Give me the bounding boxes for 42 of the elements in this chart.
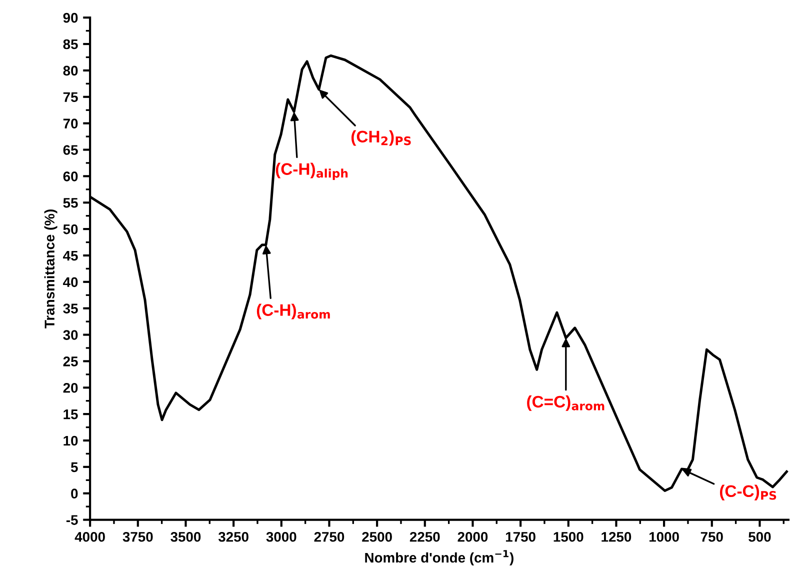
annotation: (C-H)$_{arom}$ [256, 304, 330, 320]
y-tick-label: 35 [63, 304, 78, 314]
x-tick-label: 500 [748, 532, 771, 542]
y-tick-label: 75 [63, 92, 78, 102]
y-axis-title: Transmittance (%) [44, 210, 58, 328]
y-tick-label: 45 [63, 250, 78, 261]
x-axis-title: Nombre d'onde (cm$^{−1}$) [365, 550, 514, 566]
x-tick-label: 2500 [362, 532, 392, 542]
annotation: (C-H)$_{aliph}$ [276, 162, 348, 180]
y-tick-label: 50 [63, 224, 78, 234]
x-tick-label: 2250 [410, 532, 440, 542]
x-tick-label: 1750 [506, 532, 536, 542]
y-tick-label: 55 [63, 198, 78, 208]
annotation: (CH$_{2}$)$_{PS}$ [351, 130, 411, 146]
y-tick-label: 85 [63, 39, 78, 50]
x-tick-label: 1500 [554, 532, 584, 542]
y-tick-label: 20 [63, 382, 78, 393]
x-tick-label: 4000 [74, 532, 105, 542]
x-tick-label: 3750 [122, 532, 153, 542]
x-tick-label: 1000 [649, 532, 679, 542]
x-tick-label: 2750 [314, 532, 344, 542]
x-tick-label: 3500 [170, 532, 201, 542]
y-tick-label: 65 [63, 145, 78, 155]
annotation: (C-C)$_{PS}$ [720, 484, 776, 500]
x-tick-label: 2000 [458, 532, 488, 542]
y-tick-label: 10 [64, 436, 78, 446]
y-tick-label: 60 [63, 172, 78, 182]
x-tick-label: 750 [700, 532, 723, 542]
y-tick-label: 90 [63, 12, 78, 23]
x-tick-label: 3250 [218, 532, 248, 542]
x-tick-label: 3000 [266, 532, 296, 542]
y-tick-label: 40 [63, 277, 78, 288]
y-tick-label: 0 [71, 488, 78, 499]
y-tick-label: 15 [64, 410, 78, 420]
y-tick-label: 30 [63, 330, 78, 340]
y-tick-label: 25 [63, 356, 78, 366]
y-tick-label: 5 [70, 462, 78, 472]
y-tick-label: 80 [63, 66, 78, 76]
y-tick-label: 70 [63, 118, 78, 128]
y-tick-label: -5 [66, 515, 78, 525]
x-tick-label: 1250 [602, 532, 632, 542]
annotation: (C=C)$_{arom}$ [527, 395, 604, 411]
